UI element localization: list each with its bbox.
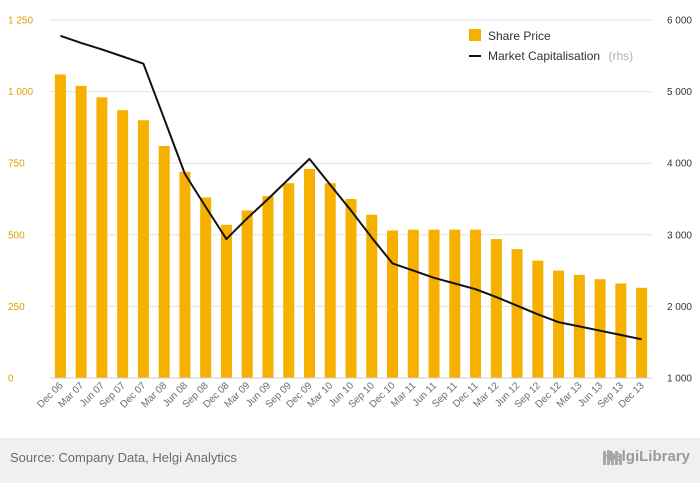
y-left-tick-label: 1 000 [8, 87, 33, 98]
y-right-tick-label: 4 000 [667, 159, 692, 170]
chart: 0 250 500 750 1 000 1 250 1 000 2 000 3 000 4 00… [8, 16, 692, 411]
right-axis-ticks: 1 000 2 000 3 000 4 000 5 000 6 000 [667, 16, 692, 385]
market-cap-line-group [60, 34, 642, 341]
bar-share-price [636, 287, 648, 378]
bar-share-price [407, 229, 419, 378]
bar-share-price [117, 110, 129, 378]
bar-share-price [241, 210, 253, 378]
bar-share-price [158, 146, 170, 378]
bar-share-price [553, 270, 565, 378]
y-left-tick-label: 250 [8, 302, 25, 313]
bar-share-price [137, 120, 149, 379]
brand-name: HelgiLibrary [602, 448, 690, 465]
share-price-bars [54, 74, 648, 379]
bar-share-price [324, 183, 336, 378]
bar-share-price [511, 249, 523, 378]
bar-share-price [220, 224, 232, 378]
bar-share-price [366, 214, 378, 378]
bar-share-price [75, 85, 87, 378]
bar-share-price [428, 229, 440, 378]
y-right-tick-label: 2 000 [667, 302, 692, 313]
y-right-tick-label: 1 000 [667, 374, 692, 385]
bar-share-price [532, 260, 544, 378]
legend: Share Price Market Capitalisation (rhs) [469, 29, 633, 64]
bar-share-price [470, 229, 482, 378]
legend-label-market-cap: Market Capitalisation (rhs) [488, 47, 633, 64]
legend-label-market-cap-suffix: (rhs) [609, 49, 634, 63]
y-right-tick-label: 6 000 [667, 16, 692, 27]
y-right-tick-label: 5 000 [667, 87, 692, 98]
bar-share-price [200, 197, 212, 378]
left-axis-ticks: 0 250 500 750 1 000 1 250 [8, 16, 33, 385]
y-left-tick-label: 0 [8, 374, 14, 385]
bar-share-price [283, 183, 295, 378]
y-right-tick-label: 3 000 [667, 230, 692, 241]
legend-label-market-cap-name: Market Capitalisation [488, 49, 600, 63]
brand-logo: HelgiLibrary [602, 448, 690, 465]
footer: Source: Company Data, Helgi Analytics He… [0, 438, 700, 483]
bar-share-price [490, 239, 502, 378]
library-icon [603, 450, 623, 465]
bar-share-price [345, 199, 357, 378]
y-left-tick-label: 1 250 [8, 16, 33, 27]
bar-share-price [179, 171, 191, 378]
y-left-tick-label: 500 [8, 230, 25, 241]
bar-share-price [449, 229, 461, 378]
bar-share-price [262, 196, 274, 378]
source-note: Source: Company Data, Helgi Analytics [10, 450, 237, 465]
bar-share-price [96, 97, 108, 378]
bar-share-price [303, 168, 315, 378]
bar-share-price [594, 279, 606, 378]
bar-share-price [615, 283, 627, 378]
line-market-capitalisation [60, 34, 642, 341]
legend-label-share-price: Share Price [488, 29, 551, 43]
bar-share-price [387, 230, 399, 378]
bar-share-price [54, 74, 66, 378]
y-left-tick-label: 750 [8, 159, 25, 170]
legend-swatch-share-price [469, 29, 481, 41]
